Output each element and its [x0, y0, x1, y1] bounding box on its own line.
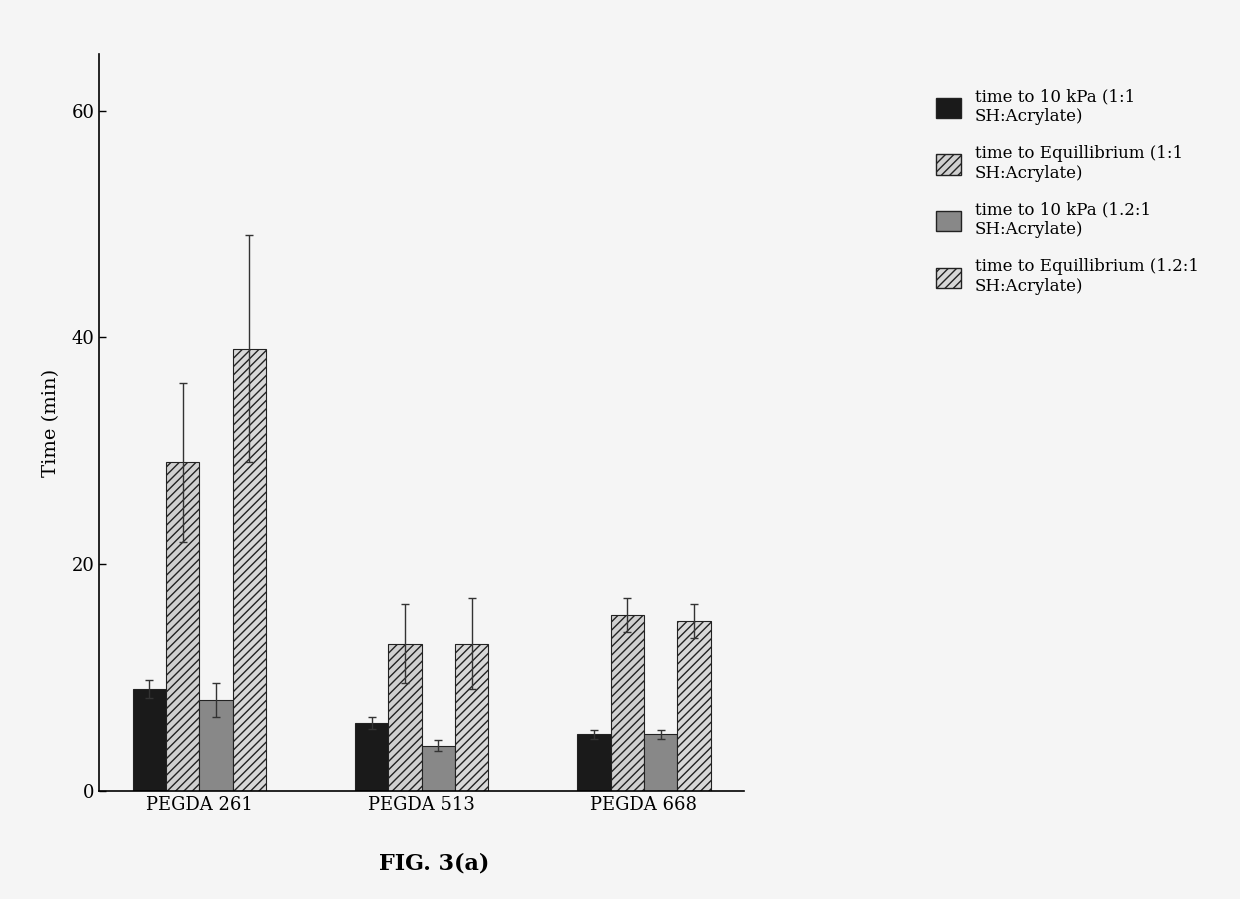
- Bar: [166, 462, 200, 791]
- Bar: [133, 689, 166, 791]
- Bar: [355, 723, 388, 791]
- Bar: [455, 644, 489, 791]
- Legend: time to 10 kPa (1:1
SH:Acrylate), time to Equillibrium (1:1
SH:Acrylate), time t: time to 10 kPa (1:1 SH:Acrylate), time t…: [928, 80, 1207, 303]
- Bar: [422, 746, 455, 791]
- Bar: [578, 734, 610, 791]
- Text: FIG. 3(a): FIG. 3(a): [378, 852, 490, 874]
- Bar: [677, 621, 711, 791]
- Bar: [233, 349, 265, 791]
- Y-axis label: Time (min): Time (min): [42, 369, 61, 476]
- Bar: [200, 700, 233, 791]
- Bar: [388, 644, 422, 791]
- Bar: [610, 615, 644, 791]
- Bar: [644, 734, 677, 791]
